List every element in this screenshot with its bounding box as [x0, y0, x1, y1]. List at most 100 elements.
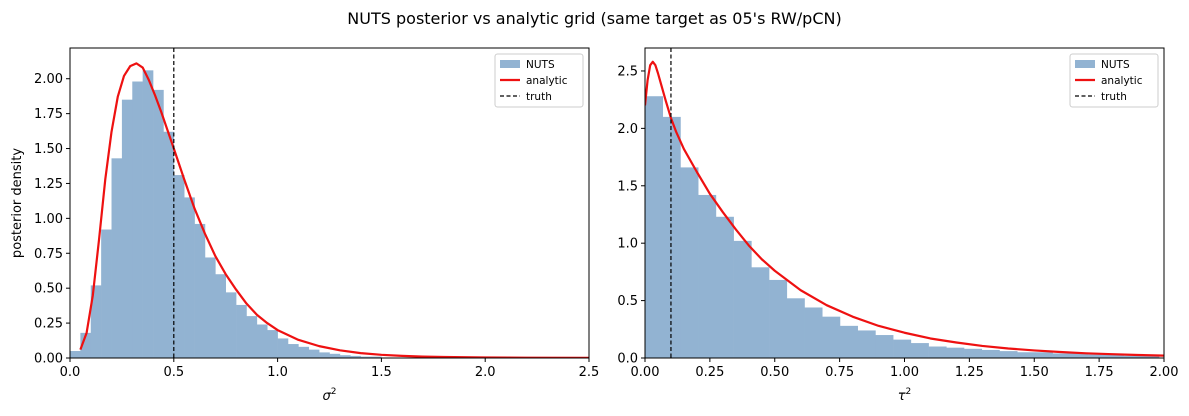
- histogram-bar: [163, 131, 175, 358]
- histogram-bar: [153, 89, 164, 358]
- histogram-bar: [1123, 355, 1142, 358]
- histogram-bar: [236, 304, 247, 358]
- x-tick-label: 1.0: [267, 365, 288, 380]
- legend-label: NUTS: [526, 59, 555, 71]
- x-tick-label: 0.25: [695, 365, 724, 380]
- histogram-bar: [645, 96, 664, 358]
- histogram-bar: [173, 175, 185, 358]
- histogram-bar: [215, 274, 226, 358]
- histogram-bar: [1017, 352, 1036, 358]
- histogram-bar: [360, 356, 372, 358]
- x-tick-label: 0.50: [760, 365, 789, 380]
- histogram-bar: [999, 351, 1018, 358]
- histogram-bar: [946, 347, 965, 358]
- histogram-bar: [981, 349, 1000, 358]
- x-axis-label: σ2: [323, 387, 337, 404]
- histogram-bar: [715, 216, 734, 358]
- histogram-bar: [733, 240, 752, 358]
- y-tick-label: 0.50: [34, 282, 63, 297]
- legend-label: NUTS: [1101, 59, 1130, 71]
- y-axis-label: posterior density: [10, 148, 25, 258]
- legend-swatch-nuts: [500, 60, 520, 68]
- histogram-bar: [1052, 353, 1071, 358]
- histogram-bar: [804, 307, 823, 358]
- histogram-bar: [875, 335, 894, 358]
- x-tick-label: 2.0: [475, 365, 496, 380]
- analytic-curve: [79, 62, 589, 358]
- histogram-bar: [121, 99, 133, 358]
- x-axis-label-sup: 2: [906, 387, 912, 397]
- histogram-bar: [964, 348, 983, 358]
- left-panel: 0.0 0.5 1.0 1.5 2.0 2.5 0.00 0.25 0.50 0.75 1.00 1.…: [10, 47, 600, 404]
- legend-label: analytic: [526, 75, 568, 87]
- x-tick-label: 0.0: [60, 365, 81, 380]
- histogram-bar: [298, 346, 310, 358]
- histogram-bar: [90, 285, 102, 358]
- legend-label: truth: [526, 91, 552, 103]
- histogram-bar: [1141, 355, 1160, 358]
- histogram-bar: [662, 116, 681, 358]
- histogram-bar: [246, 316, 258, 358]
- histogram-bar: [80, 332, 92, 358]
- histogram-bar: [101, 229, 112, 358]
- histogram-bar: [132, 81, 143, 358]
- x-axis-label-base: σ: [323, 389, 332, 404]
- histogram-bar: [910, 343, 929, 358]
- y-tick-label: 2.5: [617, 64, 638, 79]
- y-tick-label: 2.00: [34, 72, 63, 87]
- histogram-bar: [204, 257, 216, 358]
- x-axis-label-base: τ: [898, 389, 906, 404]
- histogram-bar: [698, 194, 717, 358]
- plot-area: [70, 48, 589, 358]
- y-tick-label: 1.50: [34, 142, 63, 157]
- histogram-bar: [277, 338, 289, 358]
- histogram-bar: [928, 346, 947, 358]
- y-tick-label: 0.75: [34, 247, 63, 262]
- histogram-bar: [319, 352, 330, 358]
- histogram-bar: [1105, 354, 1124, 358]
- y-tick-label: 0.0: [617, 352, 638, 367]
- legend-label: truth: [1101, 91, 1127, 103]
- histogram-bar: [70, 351, 81, 358]
- histogram-bar: [329, 353, 341, 358]
- histogram-bar: [267, 330, 278, 358]
- x-axis-label-sup: 2: [331, 387, 337, 397]
- figure-title: NUTS posterior vs analytic grid (same ta…: [347, 9, 841, 28]
- y-tick-label: 0.25: [34, 317, 63, 332]
- x-tick-label: 2.00: [1150, 365, 1179, 380]
- y-tick-label: 0.00: [34, 352, 63, 367]
- right-panel: 0.00 0.25 0.50 0.75 1.00 1.25 1.50 1.75 2.00 0.0 0…: [617, 47, 1179, 404]
- histogram-bar: [893, 339, 912, 358]
- y-tick-label: 1.75: [34, 107, 63, 122]
- x-tick-label: 0.75: [825, 365, 854, 380]
- x-tick-label: 1.25: [955, 365, 984, 380]
- histogram-bar: [287, 344, 299, 358]
- histogram-bar: [339, 355, 351, 358]
- x-tick-label: 0.00: [631, 365, 660, 380]
- histogram-bar: [111, 158, 123, 358]
- y-tick-label: 1.5: [617, 179, 638, 194]
- plot-area: [645, 48, 1164, 358]
- histogram-bar: [194, 223, 206, 358]
- x-tick-label: 2.5: [579, 365, 600, 380]
- legend-swatch-nuts: [1075, 60, 1095, 68]
- histogram-bar: [1070, 353, 1089, 358]
- histogram-bar: [751, 267, 770, 358]
- histogram-bar: [857, 330, 876, 358]
- histogram-bar: [1088, 354, 1107, 358]
- histogram-bar: [680, 167, 699, 358]
- histogram-bar: [371, 356, 382, 358]
- histogram-bar: [822, 316, 841, 358]
- histogram-bar: [225, 292, 237, 358]
- histogram-bar: [308, 349, 320, 358]
- x-tick-label: 0.5: [163, 365, 184, 380]
- histogram-bar: [142, 70, 154, 358]
- histogram-bar: [350, 355, 361, 358]
- legend-label: analytic: [1101, 75, 1143, 87]
- histogram-bar: [1034, 352, 1053, 358]
- y-tick-label: 1.0: [617, 237, 638, 252]
- legend: NUTS analytic truth: [1069, 53, 1159, 108]
- histogram-bar: [786, 298, 805, 358]
- histogram-bar: [769, 279, 788, 358]
- x-tick-label: 1.00: [890, 365, 919, 380]
